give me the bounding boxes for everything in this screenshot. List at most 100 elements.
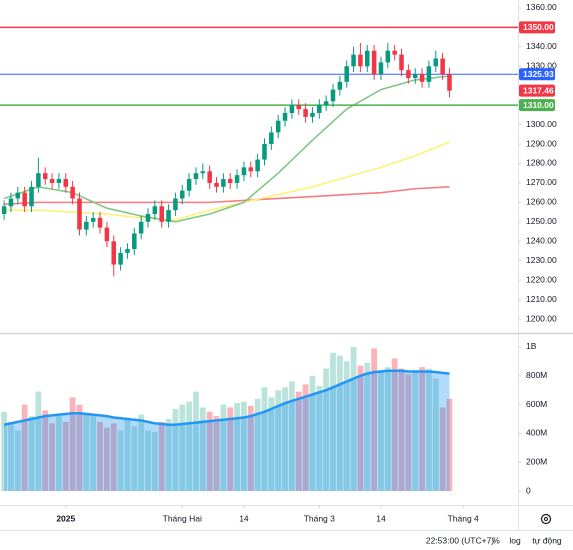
volume-tick-label: 0 <box>526 485 531 495</box>
price-line-badge <box>519 68 555 81</box>
volume-bar <box>371 348 377 492</box>
volume-bar <box>158 421 165 492</box>
volume-bar <box>227 407 234 492</box>
volume-bar <box>56 416 62 492</box>
auto-toggle[interactable]: tự động <box>532 535 562 545</box>
candle-body <box>227 179 233 183</box>
volume-bar <box>69 397 76 492</box>
volume-bar <box>398 368 405 492</box>
candle-body <box>378 62 384 75</box>
candle-body <box>433 58 439 67</box>
volume-bar <box>302 384 309 492</box>
candle-body <box>132 233 137 250</box>
candle-body <box>255 159 260 172</box>
volume-bar <box>21 404 28 492</box>
volume-tick-label: 800M <box>526 370 547 380</box>
candles <box>1 42 452 277</box>
candle-body <box>118 252 123 265</box>
candle-body <box>282 112 288 121</box>
candle-body <box>289 105 295 113</box>
price-tick-label: 1260.00 <box>526 197 557 207</box>
candle-body <box>49 179 55 183</box>
volume-bar <box>49 423 55 492</box>
volume-ma-line <box>3 369 450 427</box>
candle-body <box>234 175 240 183</box>
time-tick-label: Tháng 4 <box>448 513 479 523</box>
timezone[interactable]: 22:53:00 (UTC+7) <box>426 535 494 545</box>
candle-body <box>351 54 356 67</box>
candle-body <box>241 167 247 176</box>
candle-body <box>214 182 219 187</box>
candle-body <box>70 186 75 199</box>
candle-body <box>166 210 171 222</box>
volume-bar <box>391 358 398 492</box>
candle-body <box>406 70 411 78</box>
volume-bar <box>289 381 295 492</box>
candle-body <box>186 179 192 191</box>
volume-bars <box>1 346 453 492</box>
volume-bar <box>97 421 103 492</box>
volume-bar <box>350 346 357 492</box>
volume-bar <box>439 407 446 492</box>
candle-body <box>152 206 158 215</box>
candle-body <box>344 66 349 82</box>
time-tick-label: 14 <box>239 513 249 523</box>
volume-bar <box>35 391 42 492</box>
candle-body <box>221 179 226 187</box>
volume-bar <box>364 362 371 492</box>
volume-bar <box>131 426 138 492</box>
gear[interactable] <box>540 513 552 525</box>
volume-bar <box>384 367 391 492</box>
volume-bar <box>117 430 124 492</box>
candle-body <box>8 198 14 207</box>
volume-bar <box>138 414 145 492</box>
candle-body <box>426 66 432 82</box>
price-tick-label: 1300.00 <box>526 119 557 129</box>
volume-bar <box>83 413 90 492</box>
volume-bar <box>426 368 432 492</box>
volume-bar <box>110 423 117 492</box>
candle-body <box>385 50 391 63</box>
volume-bar <box>241 401 247 492</box>
candle-body <box>392 50 397 55</box>
volume-ma-area <box>4 370 450 492</box>
percent-toggle[interactable]: % <box>492 535 500 545</box>
candle-body <box>323 101 329 106</box>
candle-body <box>90 217 96 222</box>
candle-body <box>200 171 206 174</box>
log-toggle[interactable]: log <box>509 535 521 545</box>
gear-center[interactable] <box>544 517 548 521</box>
candle-body <box>310 112 315 117</box>
volume-bar <box>179 404 186 492</box>
time-tick-label: 14 <box>376 513 386 523</box>
price-tick-label: 1280.00 <box>526 158 557 168</box>
time-tick-label: 2025 <box>56 513 75 523</box>
price-tick-label: 1220.00 <box>526 274 557 284</box>
price-line-badge <box>519 99 555 112</box>
candle-body <box>84 221 89 230</box>
volume-bar <box>220 404 227 492</box>
volume-bar <box>206 411 213 492</box>
candle-body <box>159 206 164 222</box>
candle-body <box>419 74 425 82</box>
candle-body <box>138 221 144 234</box>
settings-icon[interactable] <box>540 513 552 525</box>
volume-bar <box>165 418 172 492</box>
candle-body <box>447 74 452 91</box>
volume-bar <box>323 368 330 492</box>
volume-bar <box>186 401 192 492</box>
volume-tick-label: 1B <box>526 341 537 351</box>
price-tick-label: 1210.00 <box>526 294 557 304</box>
volume-bar <box>151 431 158 492</box>
candle-body <box>104 227 110 242</box>
candle-body <box>399 54 404 71</box>
price-tick-label: 1240.00 <box>526 235 557 245</box>
volume-bar <box>268 397 275 492</box>
candle-body <box>440 58 445 75</box>
candle-body <box>42 173 48 180</box>
volume-bar <box>234 403 240 492</box>
price-line-label: 1325.93 <box>523 69 554 79</box>
volume-bar <box>254 398 261 492</box>
candle-body <box>364 50 370 67</box>
